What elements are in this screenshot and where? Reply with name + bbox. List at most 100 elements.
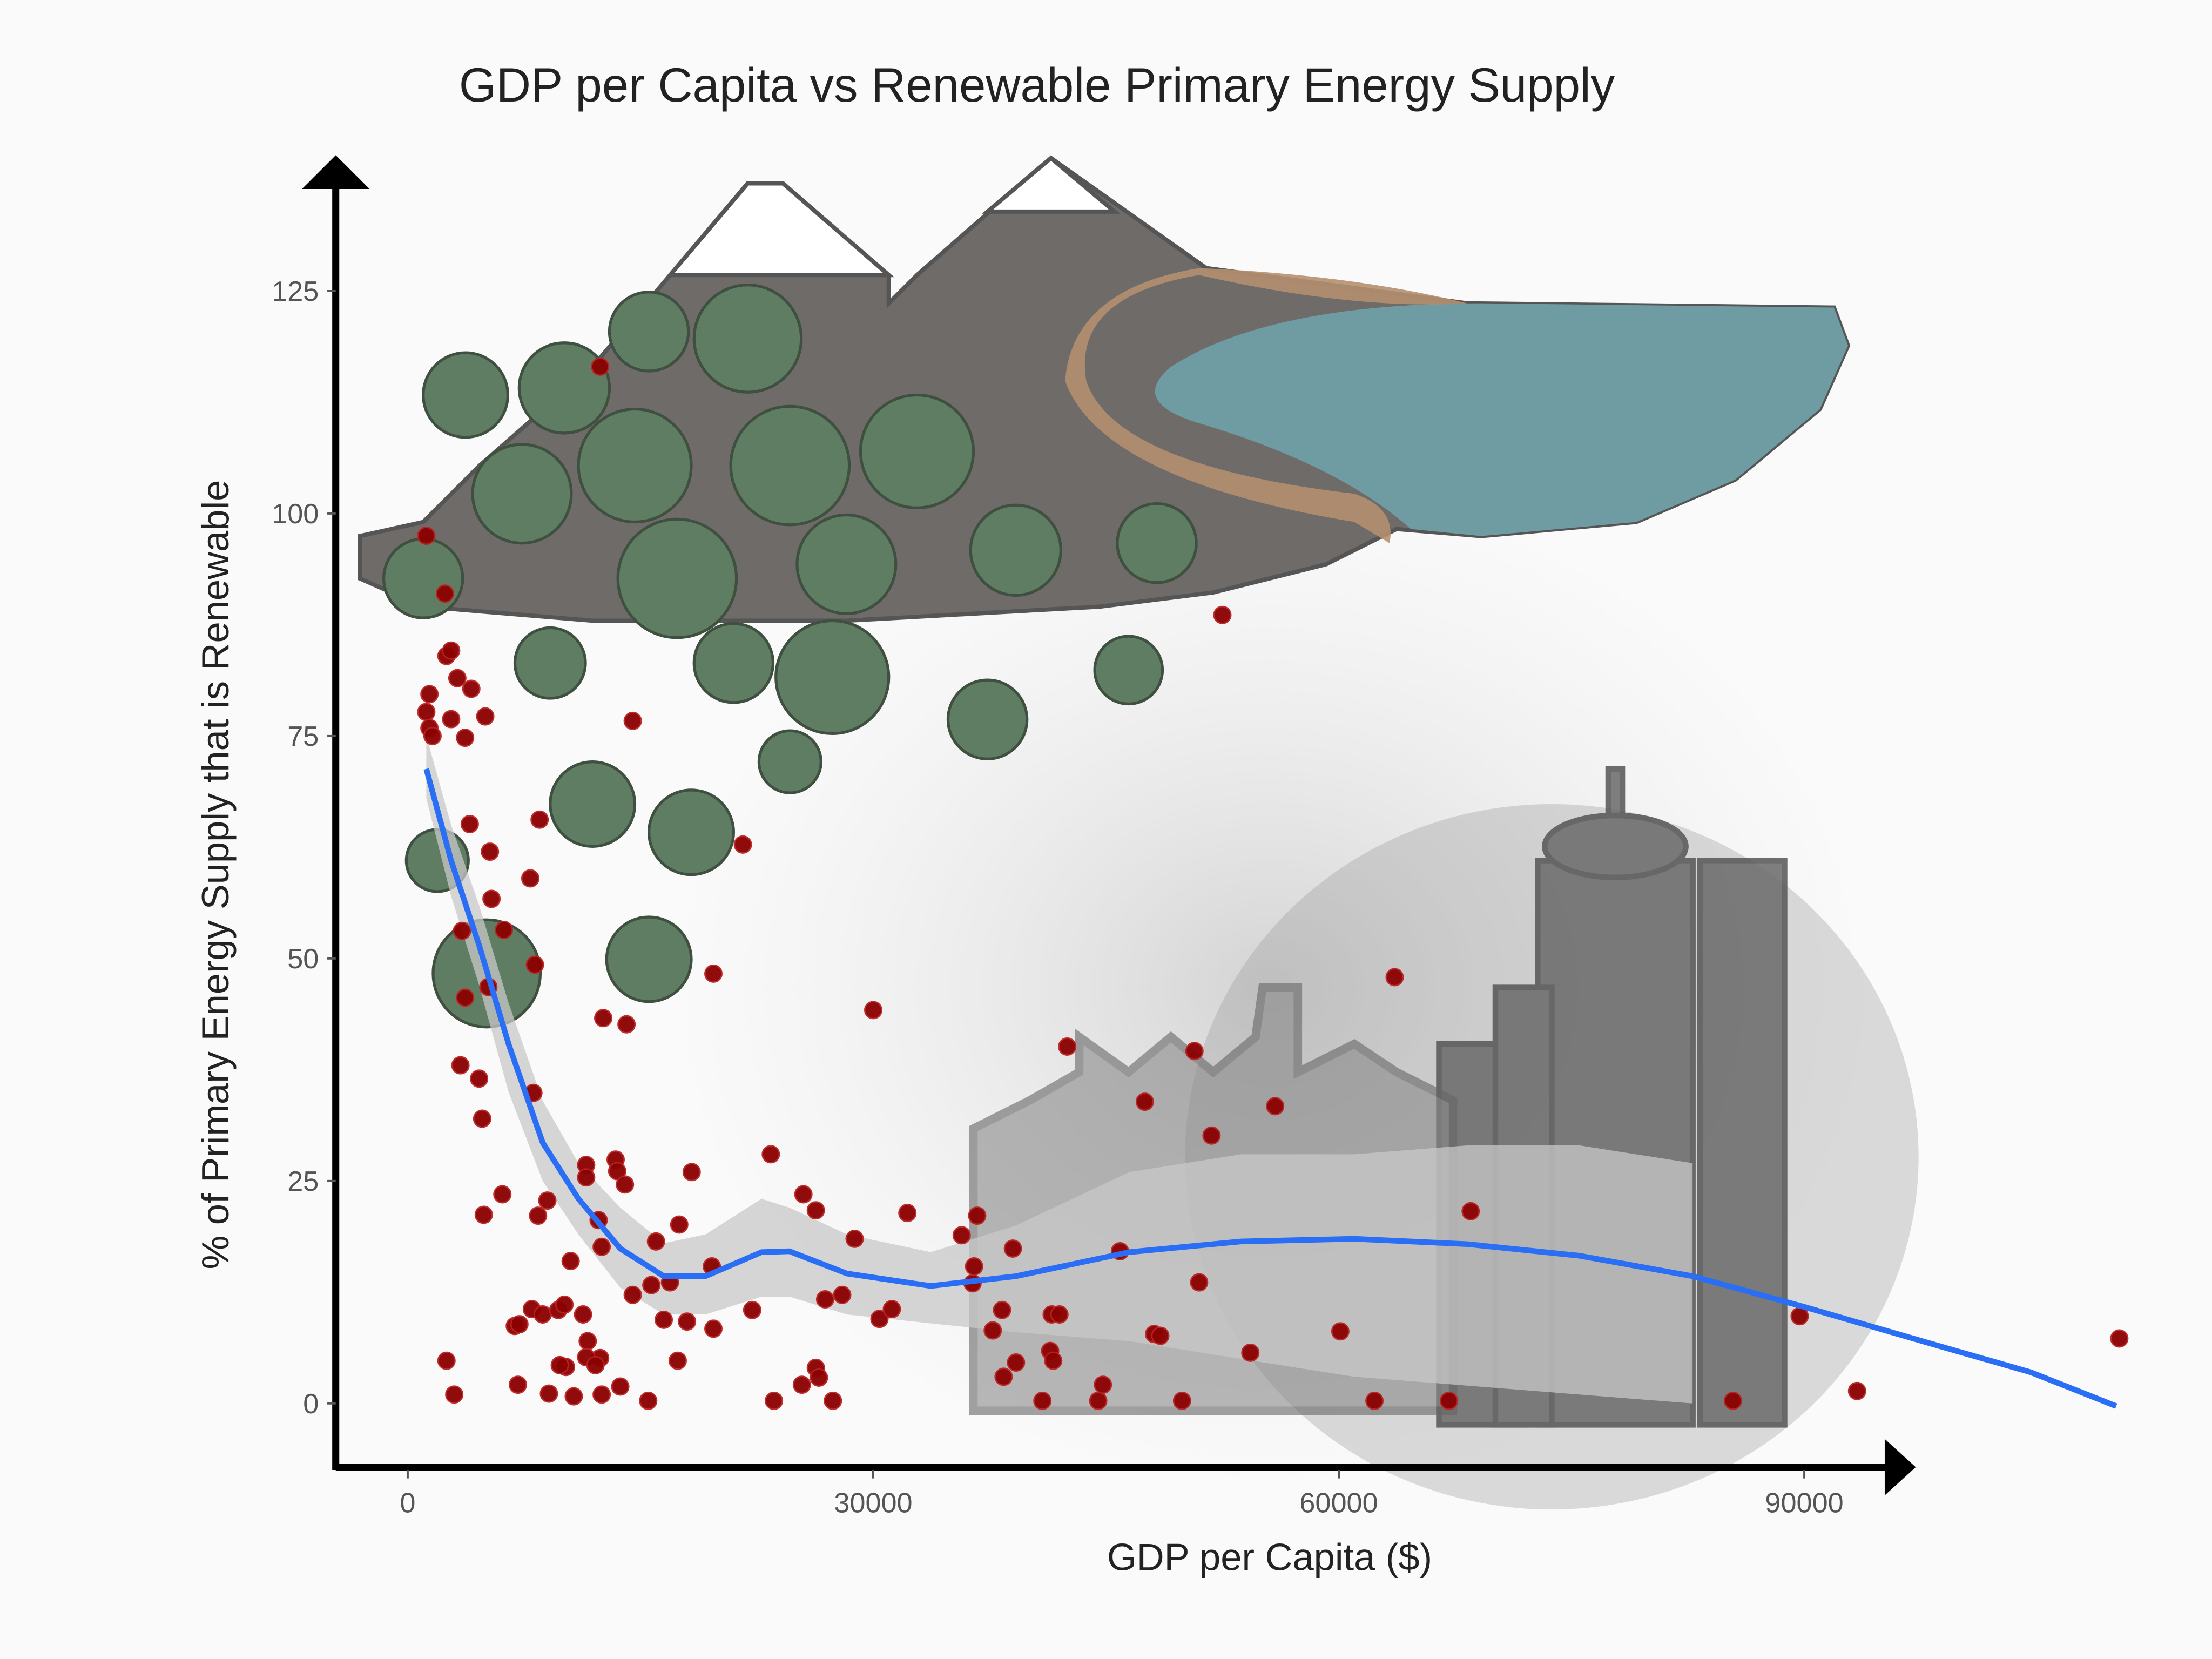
data-point: [639, 1391, 658, 1410]
data-point: [555, 1295, 574, 1314]
data-point: [482, 889, 501, 908]
data-point: [743, 1300, 761, 1319]
data-point: [670, 1215, 689, 1234]
data-point: [538, 1191, 557, 1210]
data-point: [794, 1185, 813, 1204]
data-point: [1003, 1239, 1022, 1258]
data-point: [508, 1375, 527, 1394]
data-point: [435, 584, 454, 603]
data-point: [642, 1276, 661, 1294]
y-tick-label: 100: [272, 498, 319, 530]
data-point: [1385, 968, 1404, 987]
axes: [302, 155, 1916, 1495]
x-tick-label: 60000: [1299, 1487, 1378, 1519]
data-point: [550, 1355, 569, 1374]
data-point: [493, 1185, 512, 1204]
x-tick-label: 90000: [1765, 1487, 1843, 1519]
data-point: [864, 1001, 882, 1020]
plot-area: 0 25 50 75 100 125 0 30000 60000 90000: [272, 276, 2129, 1519]
data-point: [761, 1145, 780, 1164]
data-point: [623, 1285, 642, 1304]
data-point: [521, 869, 539, 888]
data-point: [733, 835, 752, 854]
data-point: [968, 1206, 987, 1225]
x-axis-arrow: [1884, 1439, 1916, 1495]
data-point: [1151, 1326, 1170, 1345]
data-point: [668, 1351, 687, 1370]
data-point: [1044, 1351, 1063, 1370]
data-point: [594, 1009, 612, 1028]
data-point: [474, 1205, 493, 1224]
smooth-line: [423, 768, 2117, 1409]
data-point: [1365, 1391, 1384, 1410]
data-point: [1185, 1042, 1204, 1061]
y-axis-title: % of Primary Energy Supply that is Renew…: [194, 480, 237, 1270]
data-point: [806, 1201, 825, 1220]
data-point: [898, 1204, 917, 1223]
data-point: [1050, 1305, 1069, 1324]
data-point: [792, 1375, 811, 1394]
data-point: [530, 810, 549, 829]
data-point: [456, 988, 475, 1007]
data-point: [1847, 1381, 1866, 1400]
chart-title: GDP per Capita vs Renewable Primary Ener…: [459, 58, 1615, 112]
data-point: [815, 1290, 834, 1309]
data-point: [1213, 605, 1232, 624]
data-point: [1331, 1322, 1350, 1341]
y-tick-label: 0: [303, 1388, 319, 1420]
data-point: [591, 358, 610, 376]
data-point: [529, 1206, 548, 1225]
data-point: [824, 1391, 842, 1410]
data-point: [578, 1332, 597, 1351]
y-tick-label: 125: [272, 276, 319, 307]
data-point: [704, 1319, 723, 1338]
data-point: [678, 1312, 697, 1331]
data-point: [1266, 1097, 1285, 1116]
data-point: [495, 921, 514, 940]
data-point: [564, 1387, 583, 1406]
data-point: [1094, 1375, 1112, 1394]
data-point: [882, 1300, 901, 1319]
data-point: [1135, 1092, 1154, 1111]
data-point: [525, 955, 544, 974]
data-point: [561, 1252, 580, 1271]
data-point: [473, 1109, 491, 1128]
y-axis-arrow: [302, 155, 370, 190]
data-point: [993, 1300, 1011, 1319]
y-tick-label: 50: [287, 943, 319, 975]
data-point: [994, 1367, 1013, 1386]
data-point: [1058, 1037, 1077, 1056]
data-point: [533, 1305, 552, 1324]
data-point: [1172, 1391, 1191, 1410]
data-point: [704, 964, 723, 983]
data-point: [510, 1315, 529, 1334]
data-point: [1033, 1391, 1052, 1410]
data-point: [460, 815, 479, 833]
data-point: [417, 703, 436, 721]
data-point: [1202, 1126, 1221, 1145]
data-point: [952, 1226, 971, 1245]
data-point: [574, 1305, 592, 1324]
data-point: [476, 707, 495, 726]
x-tick-label: 0: [400, 1487, 415, 1519]
data-point: [833, 1285, 852, 1304]
data-point: [655, 1310, 673, 1329]
data-point: [1089, 1391, 1108, 1410]
data-point: [442, 641, 461, 660]
data-point: [442, 710, 461, 729]
data-point: [437, 1351, 456, 1370]
data-point: [810, 1368, 828, 1387]
data-point: [1790, 1307, 1809, 1326]
y-tick-label: 25: [287, 1166, 319, 1197]
data-point: [617, 1015, 636, 1034]
data-point: [445, 1385, 464, 1404]
data-point: [539, 1384, 558, 1403]
data-point: [448, 669, 467, 687]
data-point: [592, 1385, 611, 1404]
data-point: [420, 685, 439, 704]
data-point: [423, 726, 442, 745]
data-point: [481, 842, 500, 861]
data-point: [682, 1163, 701, 1182]
